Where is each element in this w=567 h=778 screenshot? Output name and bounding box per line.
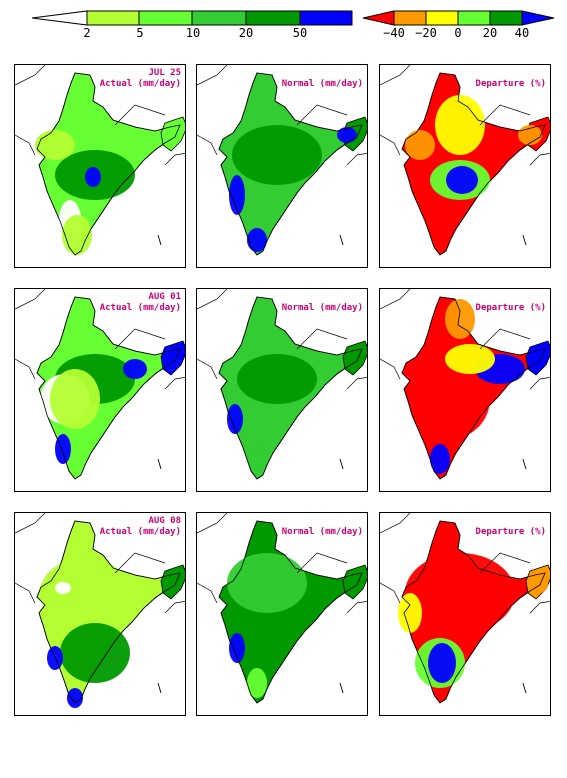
right-tick: −40 xyxy=(383,26,405,40)
normal-map-panel: Normal (mm/day) xyxy=(196,64,368,268)
left-tick: 5 xyxy=(136,26,144,40)
normal-label: Normal (mm/day) xyxy=(281,527,363,537)
right-tick: 40 xyxy=(514,26,530,40)
left-tick: 20 xyxy=(238,26,254,40)
actual-map-panel: AUG 01 Actual (mm/day) xyxy=(14,288,186,492)
left-colorbar xyxy=(31,10,362,30)
left-tick: 2 xyxy=(83,26,91,40)
right-tick: 0 xyxy=(454,26,462,40)
actual-map-panel: JUL 25 Actual (mm/day) xyxy=(14,64,186,268)
departure-map-panel: Departure (%) xyxy=(379,64,551,268)
actual-map-panel: AUG 08 Actual (mm/day) xyxy=(14,512,186,716)
departure-label: Departure (%) xyxy=(475,303,546,313)
departure-label: Departure (%) xyxy=(475,527,546,537)
normal-label: Normal (mm/day) xyxy=(281,303,363,313)
actual-label: Actual (mm/day) xyxy=(99,303,181,313)
departure-map-panel: Departure (%) xyxy=(379,512,551,716)
normal-map-panel: Normal (mm/day) xyxy=(196,512,368,716)
right-tick: 20 xyxy=(482,26,498,40)
normal-label: Normal (mm/day) xyxy=(281,79,363,89)
left-tick: 50 xyxy=(292,26,308,40)
normal-map-panel: Normal (mm/day) xyxy=(196,288,368,492)
departure-map-panel: Departure (%) xyxy=(379,288,551,492)
date-label: JUL 25 xyxy=(148,68,181,78)
date-label: AUG 08 xyxy=(148,516,181,526)
departure-label: Departure (%) xyxy=(475,79,546,89)
right-tick: −20 xyxy=(415,26,437,40)
left-tick: 10 xyxy=(185,26,201,40)
date-label: AUG 01 xyxy=(148,292,181,302)
actual-label: Actual (mm/day) xyxy=(99,527,181,537)
actual-label: Actual (mm/day) xyxy=(99,79,181,89)
right-colorbar xyxy=(362,10,557,30)
